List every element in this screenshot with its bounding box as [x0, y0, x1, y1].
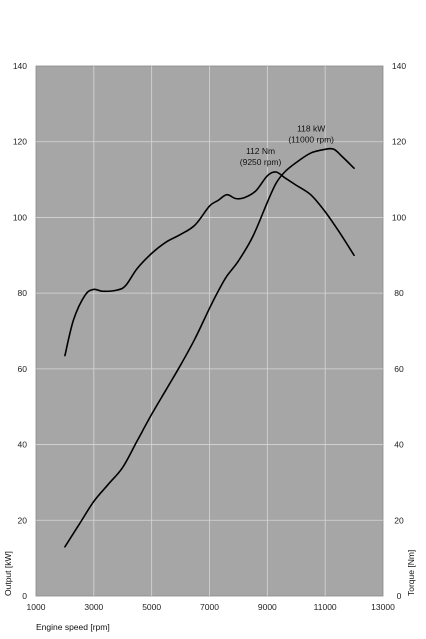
- y-left-tick-label: 0: [22, 591, 27, 601]
- y-right-tick-label: 0: [397, 591, 402, 601]
- annotation-sublabel: (9250 rpm): [240, 157, 282, 167]
- y-left-tick-label: 120: [13, 137, 27, 147]
- y-left-tick-label: 80: [18, 288, 28, 298]
- x-tick-label: 1000: [27, 602, 46, 612]
- tick-labels: 1000 3000 5000 7000 9000 11000 130000204060801…: [13, 61, 407, 612]
- annotation-label: 118 kW: [297, 123, 325, 133]
- x-tick-label: 3000: [84, 602, 103, 612]
- y-right-tick-label: 100: [392, 212, 406, 222]
- y-axis-right-title: Torque [Nm]: [406, 550, 416, 596]
- y-right-tick-label: 20: [394, 515, 404, 525]
- x-tick-label: 9000: [258, 602, 277, 612]
- series-lines: [64, 147, 355, 548]
- annotation-sublabel: (11000 rpm): [288, 134, 334, 144]
- x-tick-label: 11000: [314, 602, 337, 612]
- x-tick-label: 13000: [371, 602, 395, 612]
- y-right-tick-label: 60: [394, 364, 404, 374]
- gridlines: [36, 66, 383, 596]
- annotations: 118 kW(11000 rpm) 112 Nm(9250 rpm): [240, 123, 334, 167]
- y-right-tick-label: 140: [392, 61, 406, 71]
- y-left-tick-label: 40: [18, 440, 28, 450]
- y-right-tick-label: 40: [394, 440, 404, 450]
- y-right-tick-label: 80: [394, 288, 404, 298]
- y-axis-left-title: Output [kW]: [3, 551, 13, 596]
- y-left-tick-label: 100: [13, 212, 27, 222]
- x-tick-label: 7000: [200, 602, 219, 612]
- x-tick-label: 5000: [142, 602, 161, 612]
- output-curve: [64, 147, 355, 548]
- y-right-tick-label: 120: [392, 137, 406, 147]
- y-left-tick-label: 140: [13, 61, 27, 71]
- y-left-tick-label: 20: [18, 515, 28, 525]
- y-left-tick-label: 60: [18, 364, 28, 374]
- x-axis-title: Engine speed [rpm]: [36, 622, 110, 632]
- torque-curve: [64, 171, 355, 357]
- annotation-label: 112 Nm: [246, 146, 275, 156]
